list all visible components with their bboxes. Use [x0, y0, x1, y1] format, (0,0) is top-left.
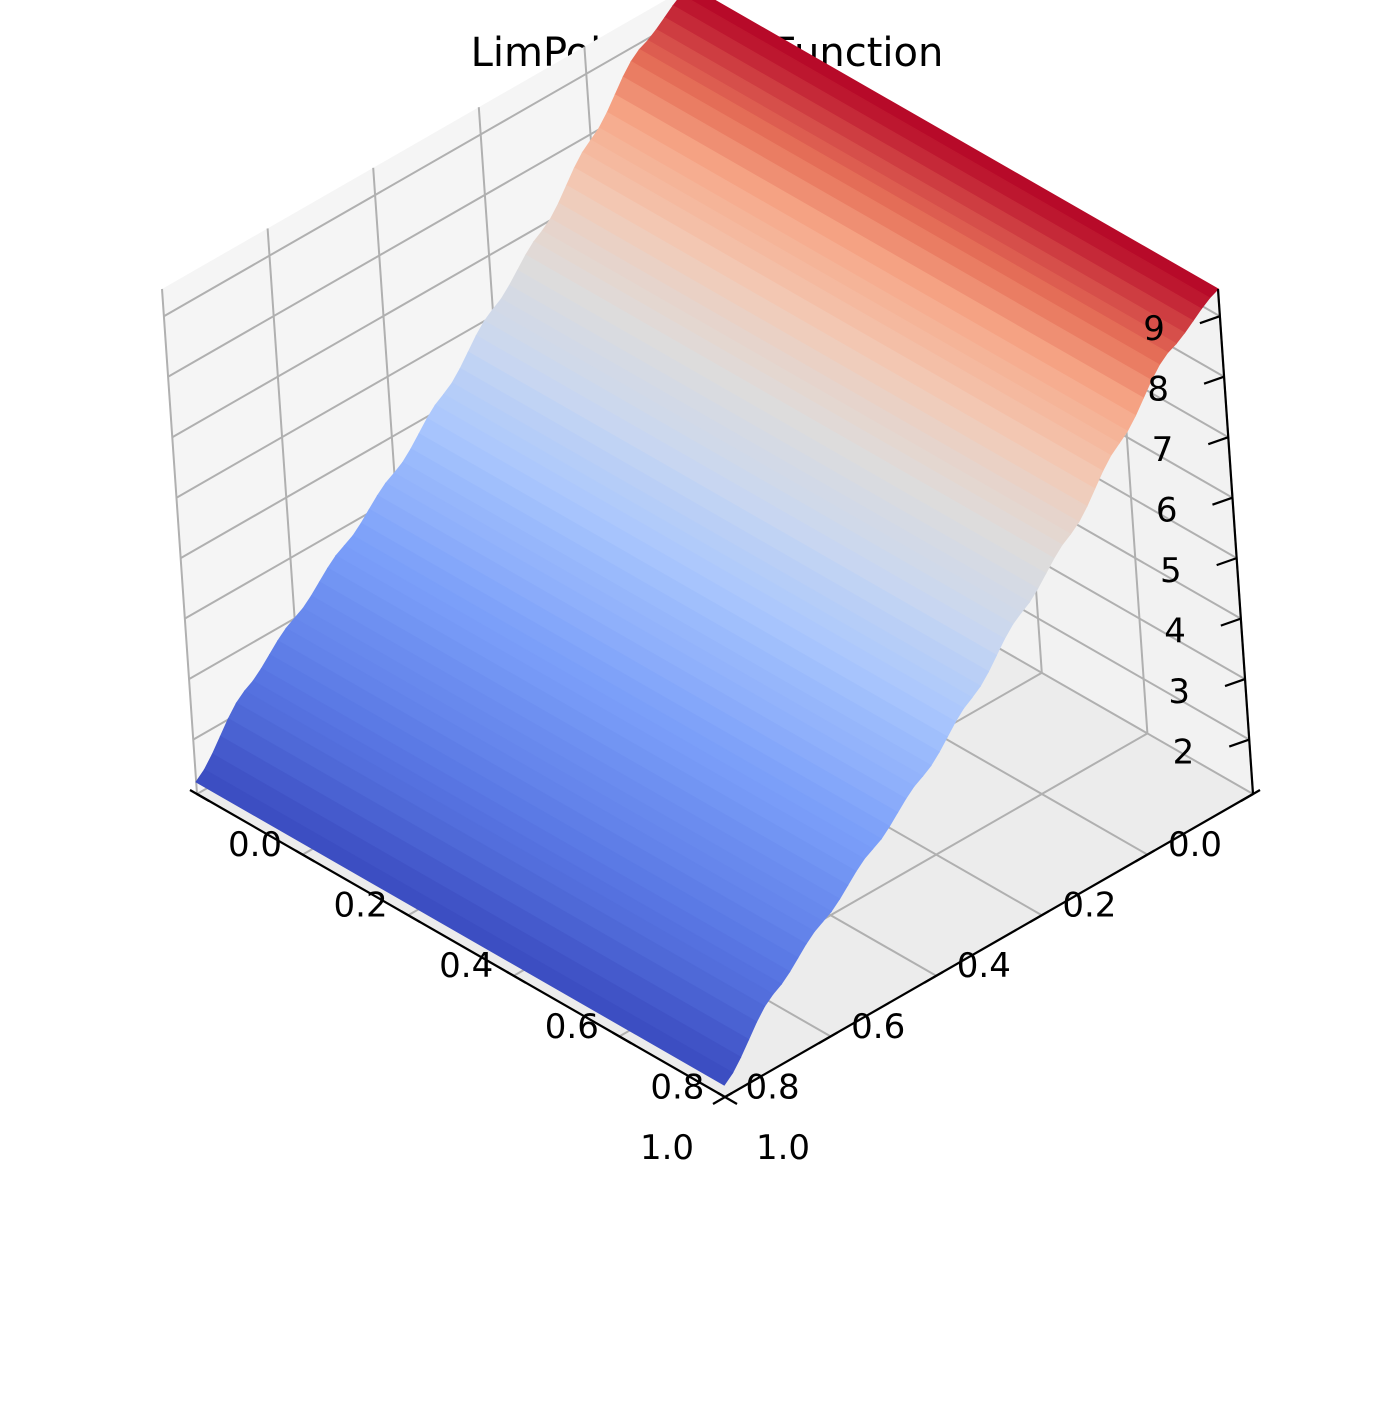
surface-plot [195, 0, 1219, 1086]
y-tick-label: 0.8 [746, 1067, 800, 1107]
y-tick-label: 0.2 [1062, 886, 1116, 926]
z-tick-mark [1220, 617, 1242, 627]
x-tick-label: 0.2 [334, 886, 388, 926]
z-tick-label: 8 [1147, 370, 1169, 410]
x-tick-label: 0.0 [228, 825, 282, 865]
x-tick-label: 0.4 [439, 946, 493, 986]
z-tick-label: 3 [1168, 672, 1190, 712]
x-tick-label: 0.6 [545, 1007, 599, 1047]
y-tick-mark [818, 1031, 839, 1045]
z-axis-line [1216, 288, 1255, 795]
y-axis-line [724, 793, 1254, 1098]
z-tick-label: 4 [1164, 612, 1186, 652]
z-tick-label: 6 [1156, 491, 1178, 531]
x-tick-label: 0.8 [650, 1067, 704, 1107]
x-tick-mark [506, 970, 527, 984]
z-tick-label: 5 [1160, 551, 1182, 591]
z-tick-label: 7 [1152, 430, 1174, 470]
surface-strip [195, 769, 734, 1086]
y-tick-mark [1134, 849, 1155, 863]
x-tick-mark [400, 910, 421, 924]
y-tick-mark [1029, 910, 1050, 924]
z-tick-mark [1207, 436, 1229, 446]
x-axis-line [196, 793, 726, 1098]
y-tick-label: 0.6 [851, 1007, 905, 1047]
z-tick-mark [1216, 557, 1238, 567]
y-tick-mark [1240, 789, 1261, 802]
x-tick-mark [295, 849, 316, 863]
x-tick-mark [611, 1031, 632, 1045]
x-tick-label: 1.0 [756, 1128, 810, 1168]
z-tick-mark [1224, 678, 1246, 688]
y-tick-label: 1.0 [640, 1128, 694, 1168]
z-tick-mark [1212, 496, 1233, 506]
y-tick-label: 0.0 [1168, 825, 1222, 865]
y-tick-label: 0.4 [957, 946, 1011, 986]
z-tick-mark [1228, 738, 1250, 748]
x-tick-mark [717, 1092, 738, 1105]
z-tick-mark [1199, 315, 1221, 325]
tick-labels: 0.0 0.0 0.2 0.2 0.4 0.4 0.6 0.6 0.8 0.8 1.0 1.0 2 3 4 5… [189, 309, 1261, 1168]
z-tick-mark [1203, 375, 1225, 385]
y-tick-mark [923, 970, 944, 984]
x-tick-mark [189, 789, 210, 802]
z-tick-label: 9 [1143, 309, 1165, 349]
y-tick-mark [712, 1092, 733, 1105]
axis-lines [196, 288, 1255, 1098]
z-tick-label: 2 [1173, 733, 1195, 773]
